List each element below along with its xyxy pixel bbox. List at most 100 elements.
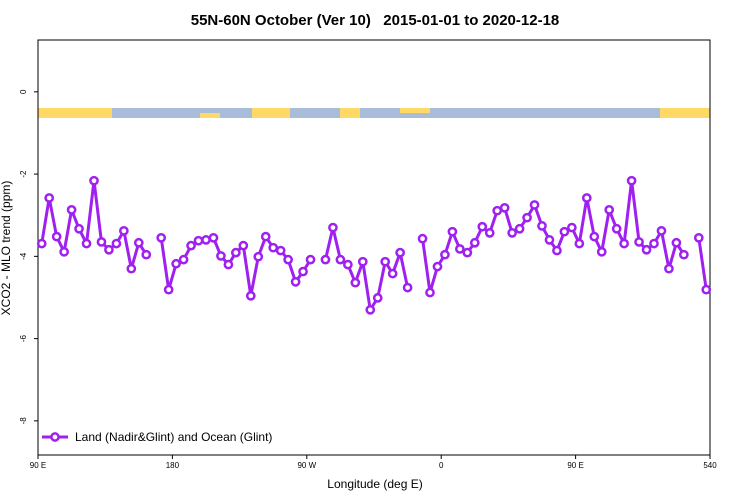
data-point (499, 202, 510, 213)
data-point (552, 245, 562, 256)
data-point (567, 222, 577, 233)
data-point (492, 205, 503, 216)
data-point (350, 277, 361, 288)
data-point (701, 284, 712, 295)
data-point (283, 254, 293, 265)
chart-title: 55N-60N October (Ver 10) 2015-01-01 to 2… (191, 12, 560, 29)
data-point (245, 290, 256, 301)
data-point (357, 256, 368, 267)
data-point (462, 247, 473, 258)
y-tick-label: -6 (19, 335, 28, 343)
data-point (402, 282, 413, 293)
data-point (96, 237, 107, 247)
data-point (671, 237, 682, 248)
data-point (522, 212, 532, 223)
data-point (477, 221, 488, 232)
data-point (589, 231, 600, 242)
data-point (104, 244, 114, 255)
data-point (440, 249, 450, 260)
data-point (417, 233, 428, 244)
data-point (425, 287, 435, 298)
data-point (604, 205, 615, 215)
data-point (380, 256, 391, 267)
data-point (59, 246, 69, 257)
data-point (693, 232, 704, 243)
data-point (81, 238, 92, 249)
data-point (216, 251, 226, 261)
data-point (387, 268, 398, 279)
y-tick-label: 0 (19, 89, 28, 94)
data-point (208, 232, 219, 243)
data-point (343, 259, 353, 270)
data-point (514, 223, 525, 234)
data-point (447, 226, 458, 237)
data-point (223, 259, 234, 270)
data-point (484, 228, 495, 238)
data-point (559, 226, 570, 237)
data-line (159, 235, 312, 298)
x-tick-label: 180 (166, 461, 180, 470)
data-point (44, 193, 55, 203)
data-point (664, 263, 674, 274)
data-point (163, 284, 174, 295)
data-point (679, 249, 689, 260)
data-point (66, 205, 77, 215)
data-point (74, 223, 84, 234)
data-line (421, 179, 686, 295)
data-point (634, 237, 644, 247)
data-point (133, 237, 144, 248)
data-line (324, 226, 410, 312)
data-point (365, 304, 376, 315)
data-point (89, 175, 99, 186)
data-line (40, 179, 148, 271)
data-point (395, 247, 405, 258)
data-point (193, 235, 204, 246)
x-tick-label: 90 E (567, 461, 583, 470)
data-point (171, 258, 181, 269)
y-tick-label: -4 (19, 252, 28, 260)
data-point (201, 235, 211, 245)
data-point (290, 276, 301, 287)
data-point (298, 266, 308, 277)
y-tick-label: -2 (19, 170, 28, 178)
data-point (186, 240, 196, 251)
data-point (656, 225, 667, 236)
data-point (544, 235, 555, 245)
data-point (619, 238, 629, 249)
legend-marker (50, 432, 60, 442)
data-point (51, 231, 62, 242)
x-tick-label: 0 (439, 461, 444, 470)
data-point (507, 228, 517, 238)
data-point (574, 238, 585, 249)
data-point (141, 249, 152, 260)
data-point (111, 238, 122, 249)
x-axis-label: Longitude (deg E) (327, 477, 422, 491)
data-point (626, 175, 637, 186)
data-point (328, 222, 338, 233)
data-point (596, 246, 607, 257)
data-point (126, 263, 137, 274)
data-point (320, 254, 331, 265)
data-point (469, 237, 480, 248)
data-point (156, 232, 167, 243)
data-point (260, 231, 271, 242)
y-tick-label: -8 (19, 417, 28, 425)
x-tick-label: 90 W (297, 461, 316, 470)
data-point (335, 254, 346, 265)
data-point (455, 244, 465, 254)
data-point (581, 193, 592, 203)
data-point (238, 240, 249, 251)
data-point (305, 254, 316, 265)
data-point (372, 293, 383, 303)
data-point (119, 225, 129, 236)
data-point (432, 261, 443, 272)
data-point (611, 223, 622, 234)
data-point (275, 245, 286, 256)
data-point (253, 251, 264, 262)
x-tick-label: 540 (703, 461, 717, 470)
data-point (178, 254, 189, 265)
land-ocean-strip (38, 108, 710, 118)
data-line (697, 237, 708, 290)
data-point (649, 238, 659, 249)
